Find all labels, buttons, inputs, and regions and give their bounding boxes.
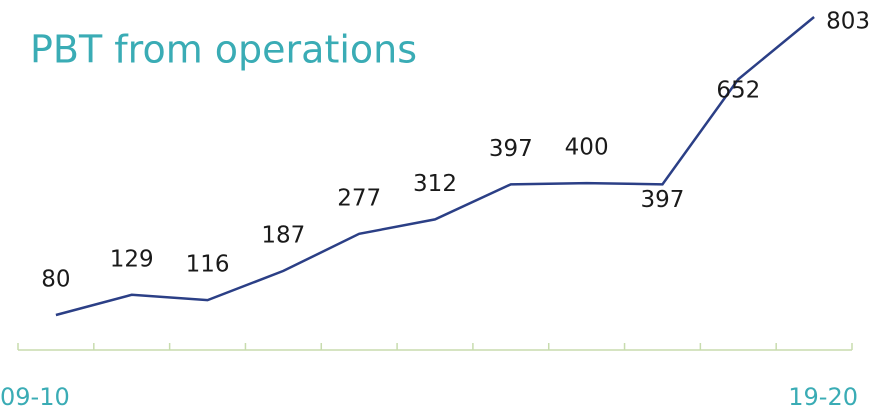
data-label: 397 (641, 187, 685, 213)
data-label: 312 (413, 171, 457, 197)
data-label: 397 (489, 136, 533, 162)
data-label: 400 (565, 135, 609, 161)
data-label: 652 (716, 78, 760, 104)
data-label: 803 (826, 9, 870, 35)
x-tick-label: 19-20 (788, 383, 858, 411)
data-label: 187 (261, 222, 305, 248)
chart-title: PBT from operations (30, 28, 417, 72)
data-label: 277 (337, 185, 381, 211)
x-tick-label: 09-10 (0, 383, 70, 411)
line (55, 16, 815, 317)
data-label: 80 (41, 267, 70, 293)
data-label: 116 (186, 252, 230, 278)
data-label: 129 (110, 246, 154, 272)
